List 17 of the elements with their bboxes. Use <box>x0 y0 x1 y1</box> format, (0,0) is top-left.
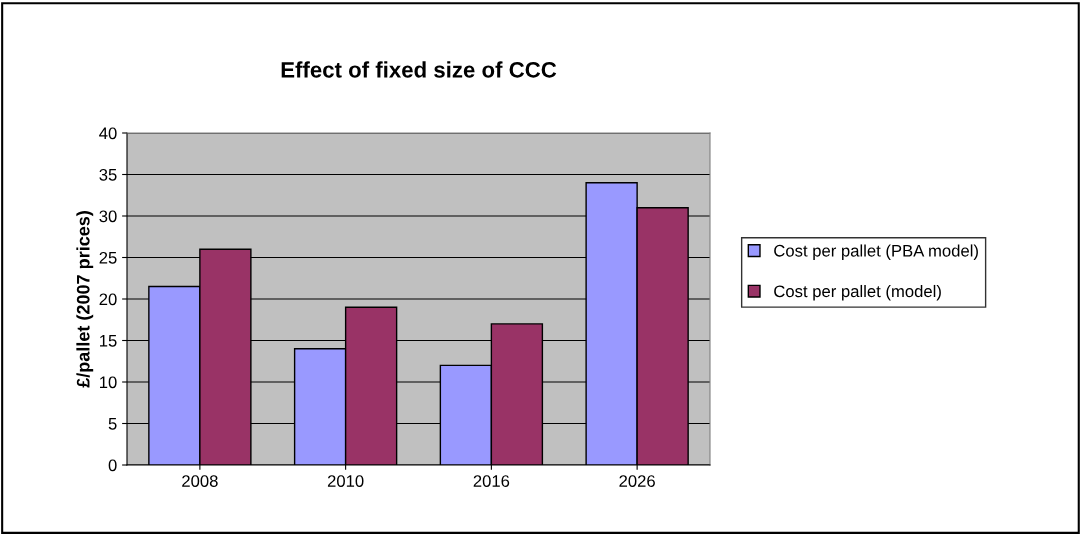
x-tick-label: 2008 <box>182 475 218 487</box>
x-tick-label: 2026 <box>619 475 655 487</box>
y-tick-label: 0 <box>108 459 117 472</box>
y-tick-label: 5 <box>108 418 117 430</box>
y-tick-label: 25 <box>99 251 117 264</box>
y-tick-label: 30 <box>99 210 117 223</box>
y-tick-label: 40 <box>99 127 117 140</box>
y-tick-label: 35 <box>99 168 117 181</box>
x-tick-label: 2010 <box>327 475 364 487</box>
chart-title: Effect of fixed size of CCC <box>281 61 557 78</box>
x-tick-label: 2016 <box>473 475 510 487</box>
y-tick-label: 20 <box>99 293 117 306</box>
y-tick-label: 10 <box>100 376 117 389</box>
y-axis-title: £/pallet (2007 prices) <box>76 211 94 388</box>
y-tick-label: 15 <box>100 335 117 347</box>
legend-label: Cost per pallet (model) <box>774 284 941 301</box>
legend-label: Cost per pallet (PBA model) <box>774 244 978 260</box>
